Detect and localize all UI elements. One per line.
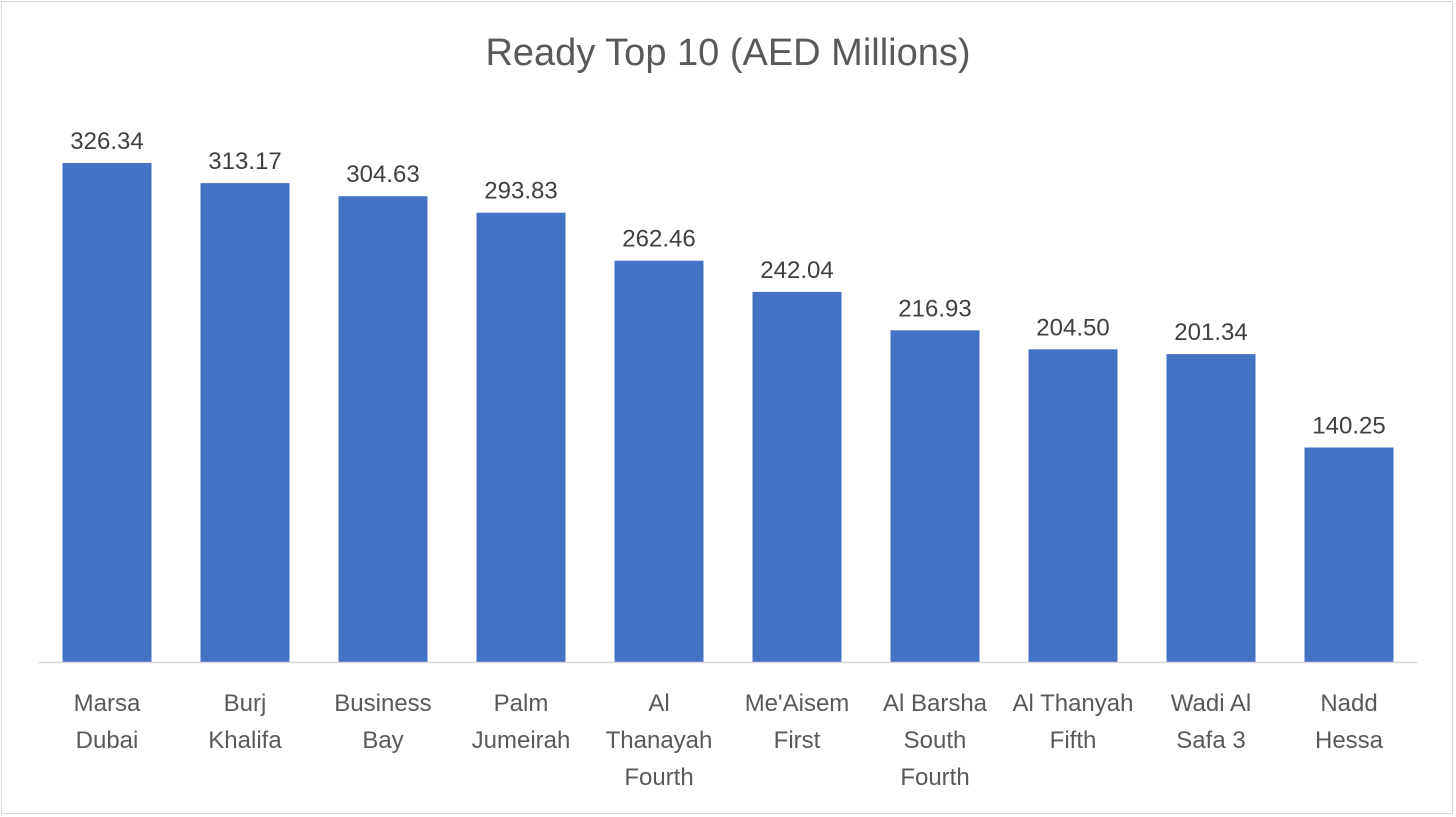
- category-label-0: Marsa Dubai: [74, 690, 141, 754]
- category-label-line: Fourth: [900, 764, 969, 791]
- category-label-line: Thanayah: [606, 727, 713, 754]
- value-label-2: 304.63: [346, 161, 419, 188]
- value-label-8: 201.34: [1174, 319, 1247, 346]
- value-label-4: 262.46: [622, 226, 695, 253]
- category-label-line: Fifth: [1050, 727, 1097, 754]
- bar-0: [62, 163, 152, 662]
- category-label-line: Dubai: [76, 727, 139, 754]
- bar-7: [1028, 349, 1118, 662]
- category-label-line: Wadi Al: [1171, 690, 1251, 717]
- bars-group: [62, 163, 1394, 662]
- bar-1: [200, 183, 290, 662]
- category-label-line: Khalifa: [208, 727, 282, 754]
- category-label-6: Al Barsha South Fourth: [883, 690, 988, 791]
- bar-2: [338, 196, 428, 662]
- bar-5: [752, 291, 842, 662]
- category-label-line: Business: [334, 690, 431, 717]
- category-label-line: Al: [648, 690, 669, 717]
- bar-4: [614, 260, 704, 662]
- category-label-line: Nadd: [1320, 690, 1377, 717]
- category-label-9: Nadd Hessa: [1315, 690, 1384, 754]
- category-label-line: Fourth: [624, 764, 693, 791]
- category-label-line: First: [774, 727, 821, 754]
- category-label-line: South: [904, 727, 967, 754]
- category-label-7: Al Thanyah Fifth: [1013, 690, 1134, 754]
- category-label-line: Jumeirah: [472, 727, 571, 754]
- category-label-4: Al Thanayah Fourth: [606, 690, 713, 791]
- category-labels-group: Marsa Dubai Burj Khalifa Business Bay Palm Jume…: [74, 690, 1384, 791]
- value-label-9: 140.25: [1312, 413, 1385, 440]
- category-label-line: Al Barsha: [883, 690, 988, 717]
- category-label-line: Hessa: [1315, 727, 1384, 754]
- category-label-2: Business Bay: [334, 690, 431, 754]
- category-label-line: Marsa: [74, 690, 141, 717]
- category-label-line: Safa 3: [1176, 727, 1245, 754]
- bar-3: [476, 212, 566, 662]
- category-label-3: Palm Jumeirah: [472, 690, 571, 754]
- chart-title: Ready Top 10 (AED Millions): [485, 32, 971, 74]
- category-label-line: Burj: [224, 690, 267, 717]
- value-label-5: 242.04: [760, 257, 833, 284]
- category-label-8: Wadi Al Safa 3: [1171, 690, 1251, 754]
- bar-8: [1166, 354, 1256, 662]
- category-label-5: Me'Aisem First: [745, 690, 850, 754]
- category-label-line: Bay: [362, 727, 403, 754]
- bar-6: [890, 330, 980, 662]
- category-label-1: Burj Khalifa: [208, 690, 282, 754]
- category-label-line: Palm: [494, 690, 549, 717]
- value-label-3: 293.83: [484, 178, 557, 205]
- bar-9: [1304, 447, 1394, 662]
- value-label-0: 326.34: [70, 128, 143, 155]
- category-label-line: Al Thanyah: [1013, 690, 1134, 717]
- value-label-7: 204.50: [1036, 314, 1109, 341]
- category-label-line: Me'Aisem: [745, 690, 850, 717]
- value-label-6: 216.93: [898, 295, 971, 322]
- value-labels-group: 326.34 313.17 304.63 293.83 262.46 242.04 216.…: [70, 128, 1385, 440]
- value-label-1: 313.17: [208, 148, 281, 175]
